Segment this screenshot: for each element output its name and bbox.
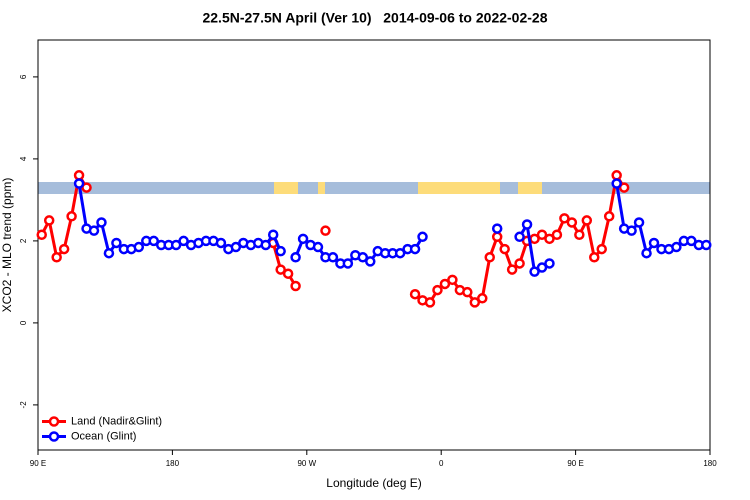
point [686,235,697,247]
point [484,252,495,263]
point [297,233,309,245]
x-tick-label: 90 E [30,459,46,468]
point [36,229,47,240]
point [491,231,503,243]
point [648,237,660,249]
point [73,170,85,181]
point [514,231,525,243]
y-tick-label: 0 [19,320,28,325]
x-axis-label: Longitude (deg E) [326,476,421,490]
point [133,241,145,253]
point [43,215,55,226]
point [447,274,458,286]
point [178,235,189,247]
point [320,225,331,236]
point [499,243,510,255]
point [424,297,436,308]
legend-label: Land (Nadir&Glint) [71,415,162,427]
point [506,264,518,275]
point [514,258,525,269]
point [559,213,570,224]
point [73,178,85,189]
legend-marker [48,431,60,442]
point [290,252,301,263]
y-tick-label: 2 [19,238,28,243]
point [544,258,555,269]
point [417,231,428,243]
point [267,229,279,240]
y-tick-label: -2 [19,401,28,409]
point [111,237,122,249]
point [365,256,376,267]
y-tick-label: 6 [19,74,28,79]
x-tick-label: 90 E [567,459,583,468]
point [626,225,637,236]
land-strip [418,182,500,194]
point [409,288,421,300]
point [618,182,630,193]
point [671,241,682,253]
point [342,258,354,269]
point [432,284,443,296]
ocean-strip [38,182,710,194]
point [51,252,62,263]
land-strip [274,182,298,194]
point [633,217,645,228]
point [312,241,324,253]
point [536,262,548,273]
point [611,170,622,181]
x-tick-label: 0 [439,459,444,468]
point [148,235,159,247]
point [394,247,406,259]
point [170,239,182,251]
point [290,280,301,292]
y-axis-label: XCO2 - MLO trend (ppm) [0,178,14,313]
chart-title: 22.5N-27.5N April (Ver 10) 2014-09-06 to… [202,10,547,26]
point [641,247,652,259]
point [327,252,339,263]
point [574,229,585,240]
legend-label: Ocean (Glint) [71,430,136,442]
point [215,237,227,249]
point [462,286,473,298]
point [529,266,540,277]
legend-marker [48,416,60,427]
land-strip [318,182,325,194]
point [409,243,421,255]
point [103,247,115,259]
point [275,264,286,275]
point [469,297,481,308]
y-tick-label: 4 [19,156,28,161]
point [81,182,92,193]
point [566,217,578,228]
x-tick-label: 90 W [297,459,316,468]
point [521,219,533,230]
point [357,252,369,263]
point [551,229,563,240]
point [491,223,503,234]
point [701,239,712,251]
point [260,239,271,251]
point [589,252,600,263]
point [275,245,286,257]
land-strip [518,182,542,194]
map-band [38,182,710,194]
point [96,217,107,228]
point [581,215,593,226]
point [230,241,242,253]
point [58,243,70,255]
point [477,293,488,304]
point [282,268,294,279]
point [88,225,100,236]
x-tick-label: 180 [166,459,180,468]
point [544,233,555,245]
point [596,243,607,255]
point [611,178,622,189]
point [66,211,77,222]
point [603,211,615,222]
point [439,278,451,290]
point [536,229,548,240]
x-tick-label: 180 [703,459,717,468]
